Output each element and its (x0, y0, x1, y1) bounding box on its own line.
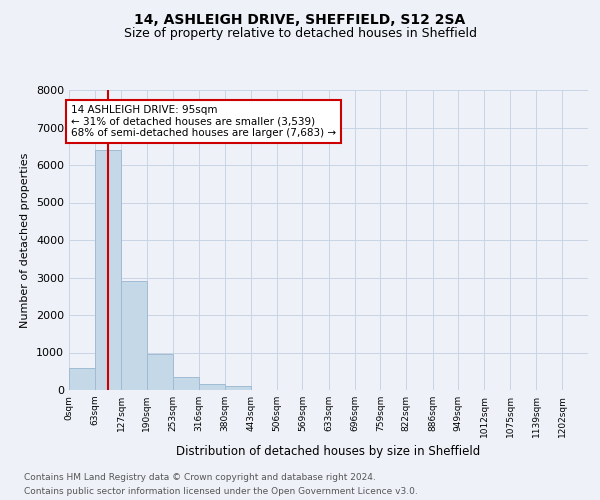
Text: 14, ASHLEIGH DRIVE, SHEFFIELD, S12 2SA: 14, ASHLEIGH DRIVE, SHEFFIELD, S12 2SA (134, 12, 466, 26)
Text: Contains HM Land Registry data © Crown copyright and database right 2024.: Contains HM Land Registry data © Crown c… (24, 472, 376, 482)
Text: 14 ASHLEIGH DRIVE: 95sqm
← 31% of detached houses are smaller (3,539)
68% of sem: 14 ASHLEIGH DRIVE: 95sqm ← 31% of detach… (71, 105, 336, 138)
X-axis label: Distribution of detached houses by size in Sheffield: Distribution of detached houses by size … (176, 446, 481, 458)
Bar (225, 386, 251, 390)
Bar (147, 354, 173, 390)
Bar (69, 368, 95, 390)
Text: Contains public sector information licensed under the Open Government Licence v3: Contains public sector information licen… (24, 488, 418, 496)
Bar (173, 377, 199, 390)
Y-axis label: Number of detached properties: Number of detached properties (20, 152, 31, 328)
Bar (121, 281, 147, 390)
Bar (95, 150, 121, 390)
Bar (199, 384, 225, 390)
Text: Size of property relative to detached houses in Sheffield: Size of property relative to detached ho… (124, 28, 476, 40)
